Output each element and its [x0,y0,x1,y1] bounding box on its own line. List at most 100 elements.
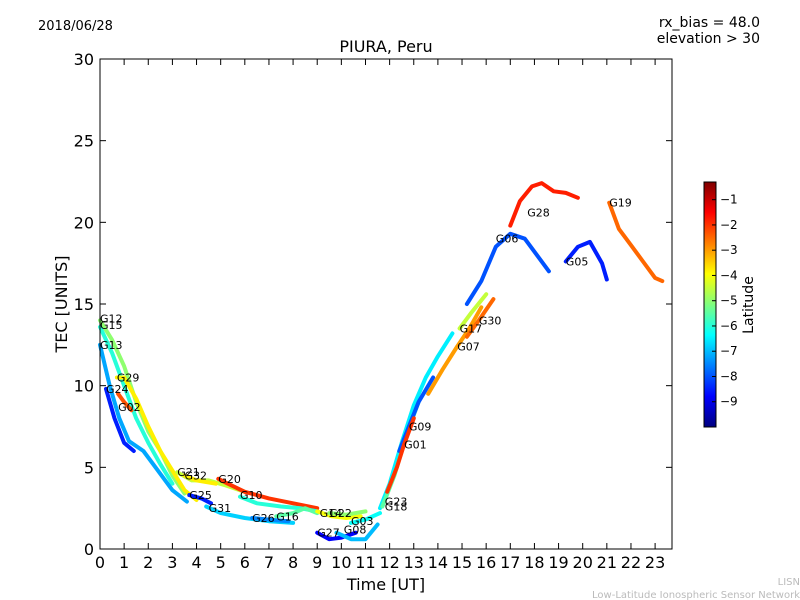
colorbar-tick-label: −5 [720,294,738,308]
satellite-label-g21: G21 [177,466,200,479]
x-tick-label: 22 [621,553,641,572]
x-axis-label: Time [UT] [346,575,425,594]
x-tick-label: 1 [119,553,129,572]
satellite-label-g27: G27 [317,527,340,540]
colorbar-tick-label: −4 [720,268,738,282]
x-tick-label: 10 [331,553,351,572]
y-tick-label: 0 [84,540,94,559]
colorbar [703,181,717,428]
satellite-label-g16: G16 [276,510,299,523]
satellite-label-g29: G29 [117,372,140,385]
satellite-label-g30: G30 [479,314,502,327]
satellite-label-g10: G10 [240,489,263,502]
satellite-label-g03: G03 [351,515,374,528]
x-tick-label: 7 [264,553,274,572]
series-g19 [607,200,665,284]
x-tick-label: 21 [597,553,617,572]
series-g03 [349,511,382,525]
x-tick-label: 20 [573,553,593,572]
satellite-label-g07: G07 [457,341,480,354]
satellite-label-g22: G22 [329,507,352,520]
series-g06 [464,231,551,306]
satellite-label-g26: G26 [252,512,275,525]
colorbar-ticks: −9 −8 −7 −6 −5 −4 −3 −2 −1 [712,193,738,409]
rx-bias-label: rx_bias = 48.0 [659,15,760,31]
series-g13 [98,342,189,504]
satellite-label-g13: G13 [100,339,123,352]
satellite-label-g05: G05 [566,256,589,269]
x-tick-label: 3 [167,553,177,572]
satellite-label-g18: G18 [385,501,408,514]
satellite-label-g15: G15 [100,319,123,332]
satellite-label-g06: G06 [496,233,519,246]
y-tick-label: 20 [74,213,94,232]
colorbar-tick-label: −2 [720,218,738,232]
satellite-label-g25: G25 [189,489,212,502]
satellite-label-g01: G01 [404,439,427,452]
series-g32 [182,473,218,486]
satellite-label-g28: G28 [527,207,550,220]
y-tick-label: 5 [84,458,94,477]
footer-network: Low-Latitude Ionospheric Sensor Network [592,590,800,600]
date-label: 2018/06/28 [38,19,113,34]
satellite-label-g19: G19 [609,197,632,210]
colorbar-tick-label: −3 [720,243,738,257]
satellite-label-g23: G23 [385,496,408,509]
satellite-label-g12: G12 [100,313,123,326]
x-tick-label: 0 [95,553,105,572]
x-tick-label: 4 [191,553,201,572]
x-tick-label: 5 [216,553,226,572]
series-g02 [116,391,134,413]
x-tick-label: 2 [143,553,153,572]
x-tick-label: 15 [452,553,472,572]
series-g20 [216,476,320,511]
colorbar-tick-label: −9 [720,395,738,409]
series-g22 [327,509,368,517]
colorbar-tick-label: −1 [720,193,738,207]
x-tick-label: 11 [355,553,375,572]
satellite-label-g17: G17 [460,323,483,336]
x-tick-label: 9 [312,553,322,572]
series-g05 [563,239,609,282]
satellite-label-g32: G32 [185,470,208,483]
footer-lisn: LISN [778,577,800,588]
series-g27 [315,530,358,542]
x-tick-label: 12 [379,553,399,572]
x-tick-label: 16 [476,553,496,572]
y-axis-label: TEC [UNITS] [52,256,71,354]
x-tick-label: 13 [404,553,424,572]
series-g25 [187,493,213,506]
satellite-label-g02: G02 [118,401,141,414]
chart-title: PIURA, Peru [339,37,432,56]
series-g01 [385,416,416,494]
plot-marks [98,181,665,542]
series-g08 [334,522,380,542]
series-g29 [114,375,199,502]
y-tick-label: 10 [74,377,94,396]
y-axis: 0 5 10 15 20 25 30 [74,50,672,559]
series-g16 [274,506,320,519]
elevation-label: elevation > 30 [657,31,760,47]
series-g17 [457,292,489,331]
colorbar-label: Latitude [741,276,757,334]
y-tick-label: 25 [74,132,94,151]
x-axis: 0 1 2 3 4 5 6 7 8 9 10 11 12 13 14 15 16 17 18 19 20 21 22 23 [95,59,665,572]
colorbar-tick-label: −8 [720,369,738,383]
x-tick-label: 23 [645,553,665,572]
colorbar-tick-label: −6 [720,319,738,333]
x-tick-label: 17 [500,553,520,572]
x-tick-label: 8 [288,553,298,572]
series-g26 [250,516,291,524]
satellite-label-g24: G24 [106,383,129,396]
x-tick-label: 14 [428,553,448,572]
series-g15 [98,324,175,486]
satellite-label-g31: G31 [209,502,232,515]
series-g28 [508,181,580,228]
colorbar-tick-label: −7 [720,344,738,358]
y-tick-label: 30 [74,50,94,69]
x-tick-label: 18 [524,553,544,572]
x-tick-label: 19 [548,553,568,572]
series-g30 [464,297,496,339]
